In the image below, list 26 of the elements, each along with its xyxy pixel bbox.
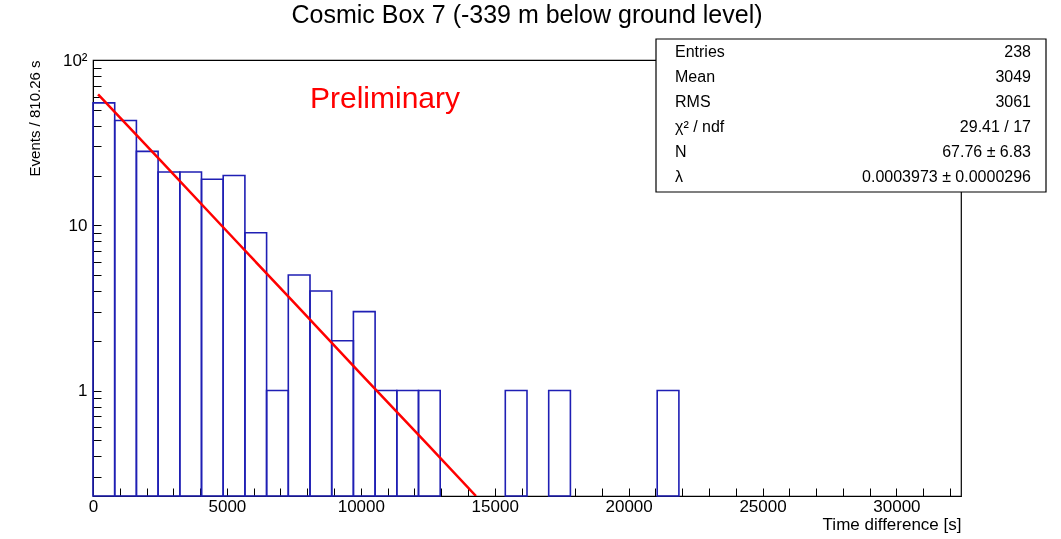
x-tick-label: 10000: [337, 496, 385, 516]
annotation: N: [675, 143, 687, 160]
annotation: 0.0003973 ± 0.0000296: [862, 168, 1032, 185]
x-axis-title: Time difference [s]: [822, 514, 962, 534]
x-tick-label: 15000: [471, 496, 519, 516]
x-tick-label: 5000: [208, 496, 247, 516]
annotation: χ² / ndf: [675, 118, 725, 135]
y-tick-label: 1: [78, 381, 88, 401]
x-tick-label: 20000: [605, 496, 653, 516]
text: Entries: [675, 43, 725, 60]
annotation: 67.76 ± 6.83: [942, 143, 1032, 160]
annotation: 29.41 / 17: [959, 118, 1032, 135]
text: 3061: [995, 93, 1032, 110]
x-tick-label: 30000: [873, 496, 921, 516]
text: 3049: [995, 68, 1032, 85]
x-tick-label: 0: [88, 496, 99, 516]
y-tick-label: 10²: [62, 50, 88, 70]
annotation: RMS: [675, 93, 711, 110]
annotation: Mean: [675, 68, 716, 85]
y-tick-label: 10: [68, 215, 88, 235]
annotation: Preliminary: [310, 81, 461, 114]
text: 238: [1004, 43, 1032, 60]
x-tick-label: 25000: [739, 496, 787, 516]
annotation: λ: [675, 168, 683, 185]
y-axis-title: Events / 810.26 s: [25, 60, 43, 177]
chart-title: Cosmic Box 7 (-339 m below ground level): [291, 0, 763, 29]
